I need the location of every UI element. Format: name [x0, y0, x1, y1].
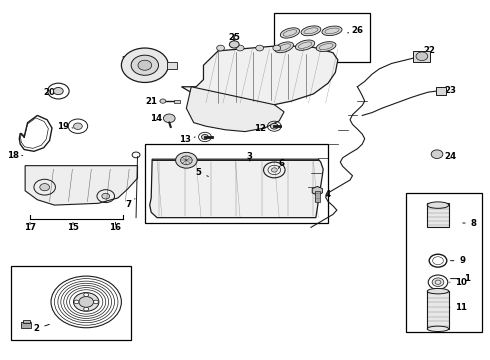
- Circle shape: [122, 48, 168, 82]
- Bar: [413, 51, 430, 62]
- Text: 15: 15: [67, 222, 79, 232]
- Text: 6: 6: [278, 159, 285, 168]
- Circle shape: [431, 150, 443, 158]
- Ellipse shape: [295, 40, 315, 50]
- Ellipse shape: [301, 26, 321, 36]
- Polygon shape: [312, 186, 322, 195]
- Circle shape: [201, 134, 208, 139]
- Text: 21: 21: [145, 96, 162, 105]
- Text: 5: 5: [196, 168, 208, 177]
- Circle shape: [74, 300, 79, 304]
- Polygon shape: [181, 45, 338, 107]
- Text: 18: 18: [7, 151, 23, 160]
- Circle shape: [138, 60, 152, 70]
- Text: 4: 4: [318, 190, 331, 199]
- Text: 27: 27: [122, 57, 140, 66]
- Bar: [174, 100, 180, 103]
- Text: 25: 25: [228, 33, 240, 42]
- Ellipse shape: [275, 42, 294, 53]
- Circle shape: [175, 152, 197, 168]
- Circle shape: [271, 168, 277, 172]
- Text: 14: 14: [150, 114, 166, 123]
- Circle shape: [79, 297, 94, 307]
- Circle shape: [53, 87, 63, 95]
- Text: 1: 1: [450, 274, 470, 283]
- Circle shape: [160, 99, 166, 103]
- Circle shape: [131, 55, 159, 75]
- Bar: [427, 203, 449, 226]
- Circle shape: [432, 278, 444, 287]
- Ellipse shape: [322, 26, 342, 36]
- Bar: [406, 193, 482, 332]
- Circle shape: [229, 41, 239, 48]
- Bar: [167, 62, 176, 69]
- Ellipse shape: [427, 202, 449, 208]
- Circle shape: [273, 45, 281, 51]
- Circle shape: [163, 114, 175, 123]
- Ellipse shape: [280, 28, 299, 38]
- Ellipse shape: [427, 326, 449, 332]
- Bar: [145, 144, 328, 223]
- Text: 20: 20: [44, 87, 58, 96]
- Bar: [21, 322, 31, 328]
- Text: 2: 2: [33, 324, 49, 333]
- Text: 24: 24: [441, 152, 456, 161]
- Bar: [11, 266, 131, 339]
- Circle shape: [84, 307, 89, 311]
- Circle shape: [270, 123, 278, 129]
- Bar: [23, 320, 29, 323]
- Ellipse shape: [427, 288, 449, 294]
- Text: 11: 11: [450, 303, 467, 312]
- Bar: [427, 291, 449, 329]
- Circle shape: [416, 52, 428, 60]
- Polygon shape: [186, 87, 284, 132]
- Text: 13: 13: [179, 135, 195, 144]
- Circle shape: [102, 193, 110, 199]
- Text: 8: 8: [463, 219, 477, 228]
- Text: 19: 19: [57, 122, 73, 131]
- Bar: [436, 87, 446, 95]
- Circle shape: [236, 45, 244, 51]
- Text: 9: 9: [450, 256, 465, 265]
- Circle shape: [256, 45, 264, 51]
- Text: 3: 3: [247, 152, 253, 161]
- Circle shape: [74, 123, 82, 130]
- Bar: [274, 13, 369, 62]
- Text: 23: 23: [441, 86, 456, 95]
- Text: 16: 16: [110, 222, 122, 232]
- Circle shape: [217, 45, 224, 51]
- Polygon shape: [25, 166, 138, 205]
- Text: 22: 22: [421, 46, 436, 55]
- Circle shape: [94, 300, 98, 304]
- Text: 7: 7: [125, 199, 135, 209]
- Polygon shape: [150, 159, 323, 218]
- Text: 26: 26: [347, 26, 364, 35]
- Text: 12: 12: [254, 123, 266, 132]
- Text: 10: 10: [450, 278, 467, 287]
- Circle shape: [74, 293, 99, 311]
- Circle shape: [40, 184, 49, 191]
- Bar: [315, 191, 320, 202]
- Ellipse shape: [316, 42, 336, 51]
- Text: 17: 17: [24, 222, 36, 232]
- Circle shape: [84, 293, 89, 297]
